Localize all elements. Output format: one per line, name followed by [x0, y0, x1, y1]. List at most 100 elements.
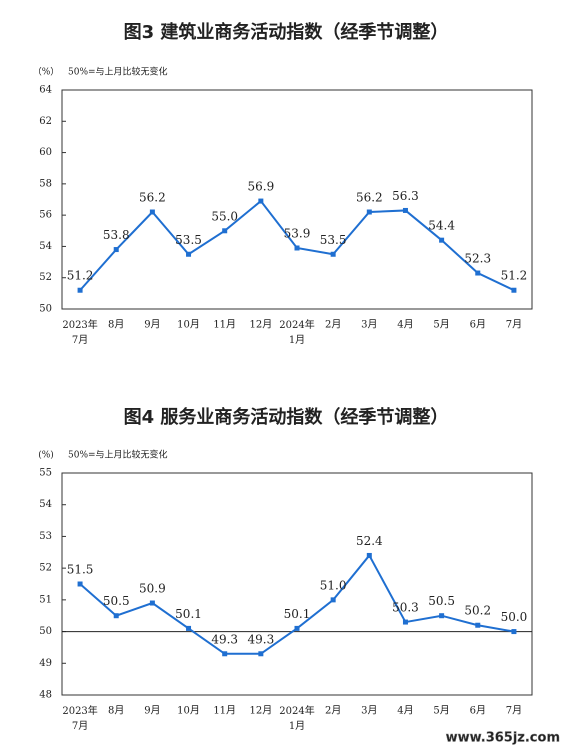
point [77, 287, 83, 293]
x-tick-label: 8月 [108, 319, 124, 331]
x-tick-label: 2024年 1月 [279, 704, 314, 732]
y-tick-label: 52 [39, 272, 52, 283]
value-label: 56.3 [392, 189, 419, 203]
point [402, 619, 408, 625]
value-label: 53.8 [103, 228, 130, 242]
x-tick-label: 12月 [249, 319, 272, 331]
x-tick-label: 10月 [177, 319, 200, 331]
annotation: 50%=与上月比较无变化 [68, 66, 168, 78]
x-tick-label: 2月 [325, 319, 341, 331]
value-label: 50.5 [103, 594, 130, 608]
value-label: 49.3 [247, 632, 274, 646]
x-tick-label: 12月 [249, 705, 272, 717]
watermark: www.365jz.com [446, 731, 560, 746]
chart-title: 图4 服务业商务活动指数（经季节调整） [124, 406, 449, 428]
point [149, 209, 155, 215]
y-tick-label: 64 [39, 85, 52, 96]
value-label: 50.1 [284, 607, 311, 621]
x-tick-label: 7月 [506, 705, 522, 717]
point [222, 228, 228, 234]
x-tick-label: 9月 [144, 319, 160, 331]
value-label: 56.2 [356, 191, 383, 205]
y-tick-label: 52 [39, 563, 52, 574]
value-label: 51.2 [67, 269, 94, 283]
point [330, 597, 336, 603]
point [475, 622, 481, 628]
value-label: 50.0 [501, 610, 528, 624]
y-tick-label: 62 [39, 116, 52, 127]
point [149, 600, 155, 606]
value-label: 53.5 [320, 233, 347, 247]
point [113, 613, 119, 619]
y-axis-label: (%) [38, 450, 54, 461]
x-tick-label: 3月 [361, 319, 377, 331]
point [294, 625, 300, 631]
point [222, 651, 228, 657]
y-tick-label: 56 [39, 210, 52, 221]
point [511, 629, 517, 635]
y-tick-label: 48 [39, 690, 52, 701]
point [402, 207, 408, 213]
point [439, 613, 445, 619]
x-tick-label: 2月 [325, 705, 341, 717]
y-axis-label: （%） [33, 67, 60, 78]
x-tick-label: 2023年 7月 [62, 318, 97, 346]
value-label: 50.5 [428, 594, 455, 608]
y-tick-label: 50 [39, 304, 52, 315]
point [330, 251, 336, 257]
point [511, 287, 517, 293]
point [294, 245, 300, 251]
point [113, 247, 119, 253]
x-tick-label: 3月 [361, 705, 377, 717]
value-label: 49.3 [211, 632, 238, 646]
y-tick-label: 54 [39, 499, 52, 510]
x-tick-label: 2023年 7月 [62, 704, 97, 732]
point [366, 552, 372, 558]
value-label: 55.0 [211, 209, 238, 223]
point [186, 251, 192, 257]
y-tick-label: 53 [39, 531, 52, 542]
x-tick-label: 5月 [433, 705, 449, 717]
point [439, 237, 445, 243]
point [77, 581, 83, 587]
x-tick-label: 4月 [397, 319, 413, 331]
plot-frame [61, 89, 533, 310]
plot-frame [61, 472, 533, 696]
x-tick-label: 7月 [506, 319, 522, 331]
point [366, 209, 372, 215]
value-label: 50.2 [464, 604, 491, 618]
value-label: 53.5 [175, 233, 202, 247]
point [186, 625, 192, 631]
y-tick-label: 58 [39, 178, 52, 189]
value-label: 51.2 [501, 269, 528, 283]
y-tick-label: 55 [39, 468, 52, 479]
x-tick-label: 9月 [144, 705, 160, 717]
chart-title: 图3 建筑业商务活动指数（经季节调整） [124, 21, 449, 43]
value-label: 56.2 [139, 191, 166, 205]
value-label: 51.0 [320, 578, 347, 592]
value-label: 50.1 [175, 607, 202, 621]
value-label: 54.4 [428, 219, 455, 233]
y-tick-label: 60 [39, 147, 52, 158]
x-tick-label: 4月 [397, 705, 413, 717]
annotation: 50%=与上月比较无变化 [68, 449, 168, 461]
value-label: 50.9 [139, 582, 166, 596]
x-tick-label: 11月 [213, 319, 236, 331]
x-tick-label: 2024年 1月 [279, 318, 314, 346]
x-tick-label: 5月 [433, 319, 449, 331]
value-label: 52.4 [356, 534, 383, 548]
x-tick-label: 11月 [213, 705, 236, 717]
y-tick-label: 49 [39, 658, 52, 669]
x-tick-label: 6月 [470, 705, 486, 717]
y-tick-label: 51 [39, 594, 52, 605]
value-label: 50.3 [392, 601, 419, 615]
value-label: 52.3 [464, 252, 491, 266]
value-label: 51.5 [67, 563, 94, 577]
y-tick-label: 54 [39, 241, 52, 252]
point [258, 651, 264, 657]
value-label: 53.9 [284, 226, 311, 240]
y-tick-label: 50 [39, 626, 52, 637]
point [258, 198, 264, 204]
x-tick-label: 6月 [470, 319, 486, 331]
